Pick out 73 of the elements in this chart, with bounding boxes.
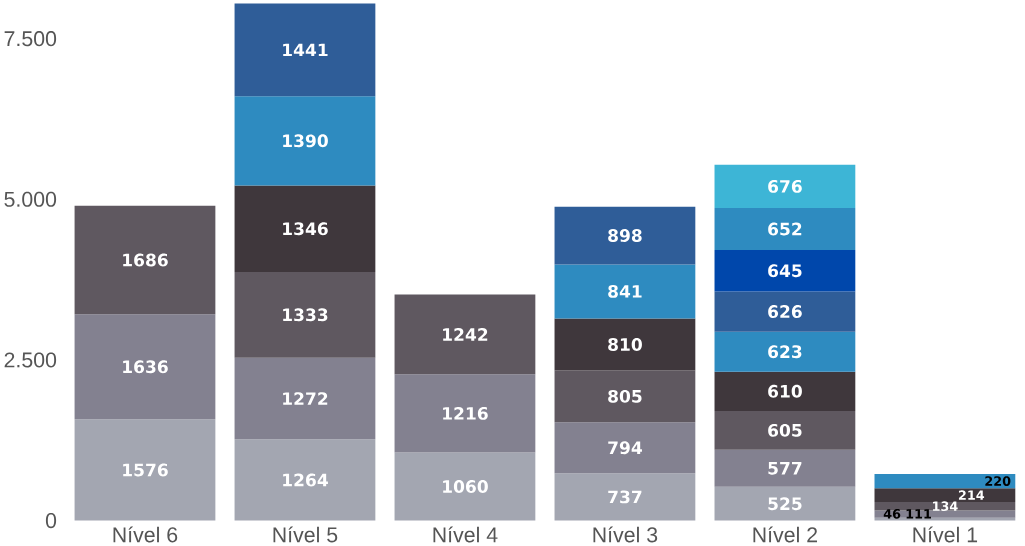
bar [394,294,536,375]
data-label: 46 [883,509,901,519]
data-label: 1272 [283,392,328,405]
data-label: 1333 [283,308,328,322]
x-tick-label: Nível 1 [913,526,978,543]
bar [874,517,1016,521]
data-label: 1264 [283,473,328,487]
data-label: 1390 [283,134,328,148]
data-label: 1216 [443,406,488,420]
bar [554,206,696,265]
bar [234,439,376,521]
data-label: 1686 [123,253,168,267]
bar [714,331,856,372]
bar [234,271,376,358]
data-label: 794 [608,441,642,455]
x-tick-label: Nível 4 [433,526,498,543]
data-label: 623 [768,345,802,359]
data-label: 652 [768,222,802,236]
data-label: 1242 [443,328,488,341]
y-tick-label: 0 [45,513,57,529]
y-tick-label: 7.500 [4,31,57,47]
data-label: 645 [768,264,802,278]
data-label: 1576 [123,463,168,477]
data-label: 214 [958,490,985,500]
bar [714,208,856,251]
data-label: 610 [768,384,802,398]
data-label: 898 [608,229,642,242]
bar [714,250,856,292]
bar [714,486,856,521]
bar [234,3,376,97]
data-label: 810 [608,338,642,351]
data-label: 1636 [123,360,168,374]
bar [234,357,376,440]
bar [874,488,1016,502]
data-label: 805 [608,389,642,403]
bar [74,314,216,420]
data-label: 676 [768,179,802,193]
bar [874,474,1016,489]
x-tick-label: Nível 3 [593,526,658,543]
data-label: 737 [608,490,642,504]
data-label: 111 [906,509,931,519]
bar [234,185,376,272]
bar [554,318,696,371]
x-tick-label: Nível 2 [753,526,818,543]
data-label: 525 [768,497,802,511]
bar [554,473,696,521]
data-label: 1060 [443,480,488,493]
data-label: 626 [768,305,802,319]
bar [394,452,536,521]
y-tick-label: 2.500 [4,352,57,368]
bar [714,371,856,411]
bar [74,205,216,315]
data-label: 841 [608,284,642,298]
bar [554,370,696,423]
bar [554,264,696,319]
bar [74,419,216,521]
data-label: 220 [985,476,1011,486]
data-label: 1346 [283,222,328,236]
data-label: 134 [932,501,958,512]
bar [714,410,856,450]
bar [554,422,696,474]
y-tick-label: 5.000 [4,191,57,207]
bar [714,291,856,332]
bar [714,449,856,487]
data-label: 577 [768,461,802,475]
data-label: 1441 [283,43,328,57]
data-label: 605 [768,423,802,437]
bar [874,510,1016,518]
x-tick-label: Nível 5 [273,526,338,543]
x-tick-label: Nível 6 [113,526,178,543]
bar [394,374,536,453]
bar [234,96,376,186]
bar [714,164,856,209]
